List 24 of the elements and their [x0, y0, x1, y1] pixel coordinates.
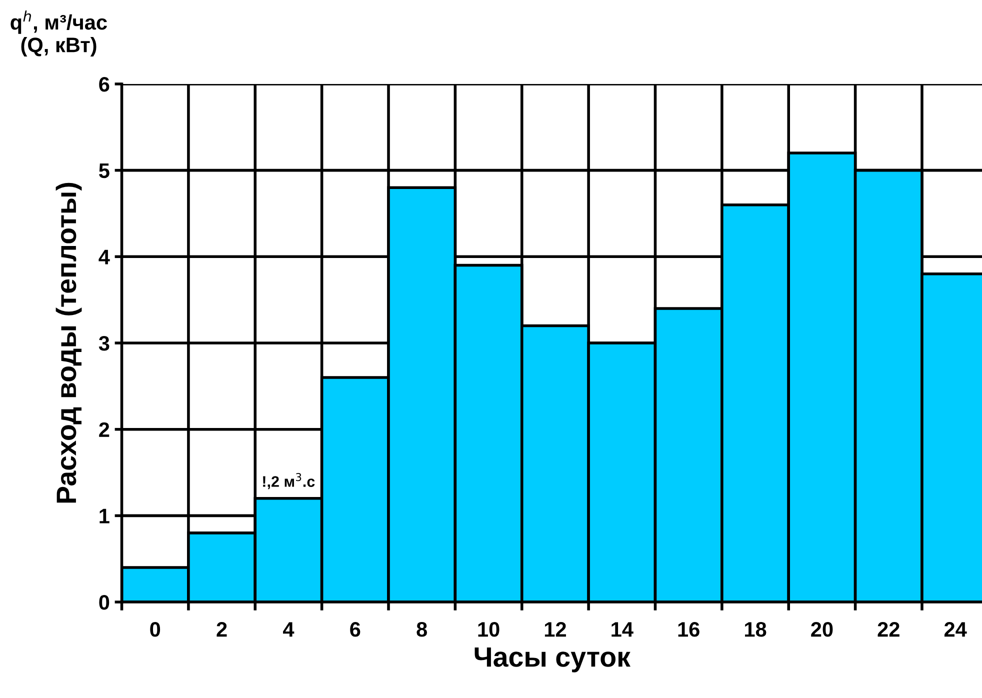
y-tick-label: 1: [100, 508, 110, 524]
y-tick-label: 0: [99, 595, 110, 610]
y-tick-label: 6: [99, 76, 110, 92]
chart-title: q$^{h}$, м³/час (Q, кВт): [10, 10, 107, 56]
x-tick-label: 16: [678, 622, 700, 637]
annotation: !,2 м$^{3}$.с: [263, 473, 315, 490]
x-tick-label: 8: [416, 622, 428, 637]
x-axis-title: Часы суток: [474, 647, 630, 672]
x-tick-label: 20: [811, 622, 833, 637]
x-tick-label: 6: [350, 622, 360, 637]
y-tick-label: 2: [99, 422, 110, 437]
x-tick-label: 18: [745, 622, 766, 637]
y-tick-label: 4: [98, 250, 110, 264]
y-axis-title: Расход воды (теплоты): [56, 182, 82, 503]
x-tick-label: 12: [544, 622, 566, 637]
x-tick-label: 2: [216, 622, 227, 637]
y-tick-label: 5: [99, 164, 110, 178]
x-tick-label: 10: [478, 622, 500, 637]
x-tick-label: 22: [878, 622, 900, 637]
x-tick-label: 14: [612, 622, 634, 637]
x-tick-label: 24: [944, 622, 967, 637]
x-tick-label: 0: [150, 622, 160, 637]
x-tick-label: 4: [283, 622, 294, 637]
y-tick-label: 3: [98, 336, 110, 351]
